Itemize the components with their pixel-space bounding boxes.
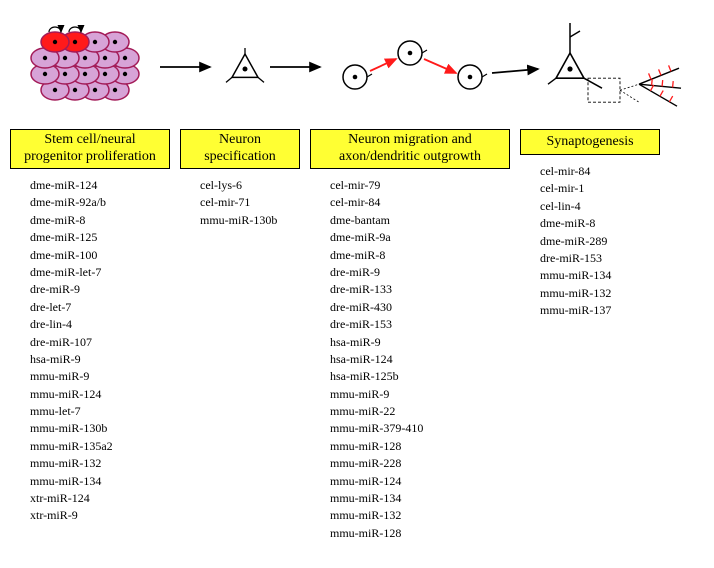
list-item: cel-mir-71 — [200, 194, 277, 211]
list-stem: dme-miR-124dme-miR-92a/bdme-miR-8dme-miR… — [10, 177, 113, 525]
list-item: mmu-miR-128 — [330, 525, 423, 542]
list-item: dre-lin-4 — [30, 316, 113, 333]
list-item: dme-miR-92a/b — [30, 194, 113, 211]
list-item: dme-miR-100 — [30, 247, 113, 264]
list-item: dme-bantam — [330, 212, 423, 229]
list-item: mmu-miR-124 — [330, 473, 423, 490]
list-spec: cel-lys-6cel-mir-71mmu-miR-130b — [180, 177, 277, 229]
list-item: dme-miR-8 — [30, 212, 113, 229]
heading-line: progenitor proliferation — [17, 149, 163, 166]
column-spec: Neuronspecification cel-lys-6cel-mir-71mm… — [180, 129, 300, 229]
list-item: cel-lys-6 — [200, 177, 277, 194]
list-item: mmu-miR-228 — [330, 455, 423, 472]
heading-line: specification — [187, 149, 293, 166]
column-migration: Neuron migration andaxon/dendritic outgr… — [310, 129, 510, 542]
column-synapto: Synaptogenesis cel-mir-84cel-mir-1cel-lin… — [520, 129, 660, 320]
list-item: mmu-miR-379-410 — [330, 420, 423, 437]
list-item: mmu-miR-132 — [330, 507, 423, 524]
heading-line: Stem cell/neural — [17, 132, 163, 149]
list-item: cel-mir-1 — [540, 180, 611, 197]
list-item: mmu-miR-137 — [540, 302, 611, 319]
heading-spec: Neuronspecification — [180, 129, 300, 169]
list-item: dme-miR-9a — [330, 229, 423, 246]
stage-columns: Stem cell/neuralprogenitor proliferation… — [10, 129, 704, 542]
heading-migration: Neuron migration andaxon/dendritic outgr… — [310, 129, 510, 169]
list-item: hsa-miR-9 — [30, 351, 113, 368]
list-item: dre-miR-133 — [330, 281, 423, 298]
column-stem: Stem cell/neuralprogenitor proliferation… — [10, 129, 170, 525]
list-synapto: cel-mir-84cel-mir-1cel-lin-4dme-miR-8dme… — [520, 163, 611, 320]
list-item: xtr-miR-124 — [30, 490, 113, 507]
list-item: dme-miR-8 — [330, 247, 423, 264]
list-item: dre-miR-107 — [30, 334, 113, 351]
list-item: mmu-miR-134 — [540, 267, 611, 284]
developmental-diagram — [10, 15, 704, 125]
list-item: xtr-miR-9 — [30, 507, 113, 524]
heading-line: Synaptogenesis — [527, 134, 653, 151]
list-item: mmu-miR-22 — [330, 403, 423, 420]
list-item: dme-miR-125 — [30, 229, 113, 246]
heading-line: axon/dendritic outgrowth — [317, 149, 503, 166]
heading-synapto: Synaptogenesis — [520, 129, 660, 155]
list-item: mmu-miR-134 — [330, 490, 423, 507]
list-item: mmu-miR-128 — [330, 438, 423, 455]
list-item: mmu-miR-132 — [30, 455, 113, 472]
list-item: mmu-miR-130b — [30, 420, 113, 437]
list-item: dme-miR-let-7 — [30, 264, 113, 281]
list-item: cel-lin-4 — [540, 198, 611, 215]
list-item: dre-let-7 — [30, 299, 113, 316]
list-item: mmu-let-7 — [30, 403, 113, 420]
list-item: mmu-miR-134 — [30, 473, 113, 490]
list-item: hsa-miR-9 — [330, 334, 423, 351]
list-item: hsa-miR-125b — [330, 368, 423, 385]
list-item: dme-miR-289 — [540, 233, 611, 250]
list-item: mmu-miR-124 — [30, 386, 113, 403]
list-item: dre-miR-153 — [330, 316, 423, 333]
list-item: cel-mir-84 — [330, 194, 423, 211]
list-item: cel-mir-79 — [330, 177, 423, 194]
heading-line: Neuron migration and — [317, 132, 503, 149]
list-item: dre-miR-153 — [540, 250, 611, 267]
heading-line: Neuron — [187, 132, 293, 149]
list-item: dme-miR-124 — [30, 177, 113, 194]
list-item: dme-miR-8 — [540, 215, 611, 232]
list-migration: cel-mir-79cel-mir-84dme-bantamdme-miR-9a… — [310, 177, 423, 542]
list-item: mmu-miR-130b — [200, 212, 277, 229]
list-item: dre-miR-9 — [330, 264, 423, 281]
list-item: mmu-miR-135a2 — [30, 438, 113, 455]
list-item: cel-mir-84 — [540, 163, 611, 180]
list-item: mmu-miR-9 — [330, 386, 423, 403]
list-item: mmu-miR-132 — [540, 285, 611, 302]
list-item: dre-miR-430 — [330, 299, 423, 316]
list-item: mmu-miR-9 — [30, 368, 113, 385]
diagram-svg — [10, 15, 704, 125]
list-item: hsa-miR-124 — [330, 351, 423, 368]
heading-stem: Stem cell/neuralprogenitor proliferation — [10, 129, 170, 169]
list-item: dre-miR-9 — [30, 281, 113, 298]
